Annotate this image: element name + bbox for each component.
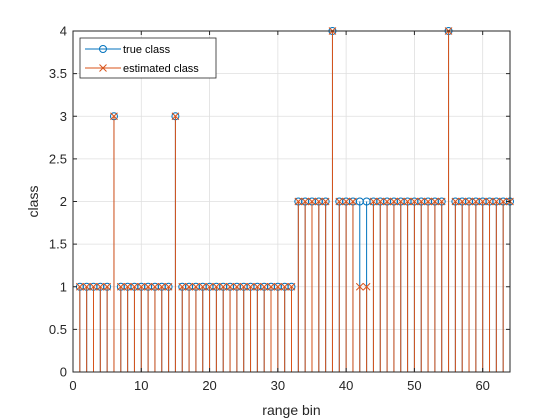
y-tick-label: 3: [60, 109, 67, 124]
estimated-class-marker: [287, 282, 296, 291]
estimated-class-marker: [260, 282, 269, 291]
estimated-class-marker: [89, 282, 98, 291]
estimated-class-marker: [355, 282, 364, 291]
estimated-class-marker: [369, 197, 378, 206]
estimated-class-marker: [151, 282, 159, 291]
estimated-class-marker: [246, 282, 255, 291]
legend-est-label: estimated class: [123, 63, 199, 75]
estimated-class-marker: [267, 282, 275, 291]
estimated-class-marker: [171, 112, 180, 121]
estimated-class-marker: [499, 197, 508, 206]
x-axis-ticks: 0 10 20 30 40 50 60: [69, 31, 490, 393]
estimated-class-marker: [226, 282, 234, 291]
estimated-class-marker: [390, 197, 398, 206]
legend-true-label: true class: [123, 44, 171, 56]
estimated-class-marker: [137, 282, 146, 291]
estimated-class-marker: [185, 282, 193, 291]
y-tick-label: 1.5: [49, 237, 67, 252]
estimated-class-marker: [314, 197, 323, 206]
estimated-class-marker: [239, 282, 248, 291]
x-tick-label: 40: [339, 378, 353, 393]
estimated-class-marker: [144, 282, 152, 291]
estimated-class-marker: [308, 197, 316, 206]
estimated-class-marker: [362, 282, 371, 291]
estimated-class-marker: [110, 112, 118, 121]
estimated-class-marker: [342, 197, 350, 206]
y-tick-label: 4: [60, 24, 67, 39]
estimated-class-marker: [219, 282, 228, 291]
estimated-class-marker: [410, 197, 419, 206]
y-tick-label: 3.5: [49, 66, 67, 81]
legend-true-marker: [99, 45, 107, 53]
estimated-class-marker: [417, 197, 426, 206]
estimated-class-marker: [485, 197, 494, 206]
y-tick-label: 2: [60, 194, 67, 209]
y-tick-label: 0: [60, 365, 67, 380]
estimated-class-marker: [198, 282, 207, 291]
estimated-class-marker: [233, 282, 241, 291]
estimated-class-marker: [376, 197, 385, 206]
estimated-class-marker: [273, 282, 282, 291]
x-tick-label: 20: [202, 378, 216, 393]
legend-est-marker: [99, 64, 107, 72]
estimated-class-marker: [424, 197, 432, 206]
legend: true class estimated class: [79, 37, 217, 79]
estimated-class-marker: [451, 197, 460, 206]
y-tick-label: 0.5: [49, 322, 67, 337]
estimated-class-marker: [492, 197, 501, 206]
x-tick-label: 10: [134, 378, 148, 393]
estimated-class-marker: [335, 197, 344, 206]
estimated-class-marker: [349, 197, 357, 206]
x-tick-label: 30: [271, 378, 285, 393]
estimated-class-marker: [301, 197, 310, 206]
estimated-class-marker: [116, 282, 125, 291]
estimated-class-marker: [431, 197, 439, 206]
estimated-class-marker: [205, 282, 214, 291]
estimated-class-marker: [103, 282, 111, 291]
estimated-class-marker: [123, 282, 132, 291]
x-tick-label: 50: [407, 378, 421, 393]
estimated-class-marker: [478, 197, 487, 206]
estimated-class-marker: [403, 197, 412, 206]
y-axis-label: class: [25, 186, 41, 218]
y-tick-label: 1: [60, 279, 67, 294]
estimated-class-marker: [157, 282, 166, 291]
estimated-class-marker: [458, 197, 467, 206]
legend-box: [79, 37, 217, 79]
estimated-class-marker: [321, 197, 330, 206]
x-tick-label: 0: [69, 378, 76, 393]
x-tick-label: 60: [475, 378, 489, 393]
estimated-class-marker: [253, 282, 262, 291]
estimated-class-marker: [383, 197, 391, 206]
estimated-class-series: [75, 27, 514, 372]
estimated-class-marker: [130, 282, 139, 291]
estimated-class-marker: [178, 282, 187, 291]
estimated-class-marker: [396, 197, 405, 206]
estimated-class-marker: [472, 197, 480, 206]
estimated-class-marker: [212, 282, 221, 291]
estimated-class-marker: [437, 197, 446, 206]
estimated-class-marker: [75, 282, 84, 291]
y-tick-label: 2.5: [49, 151, 67, 166]
y-axis-ticks: 0 0.5 1 1.5 2 2.5 3 3.5 4: [49, 24, 510, 380]
estimated-class-marker: [82, 282, 91, 291]
estimated-class-marker: [192, 282, 200, 291]
x-axis-label: range bin: [262, 402, 320, 418]
estimated-class-marker: [96, 282, 105, 291]
estimated-class-marker: [280, 282, 289, 291]
estimated-class-marker: [164, 282, 173, 291]
estimated-class-marker: [465, 197, 473, 206]
estimated-class-marker: [294, 197, 303, 206]
